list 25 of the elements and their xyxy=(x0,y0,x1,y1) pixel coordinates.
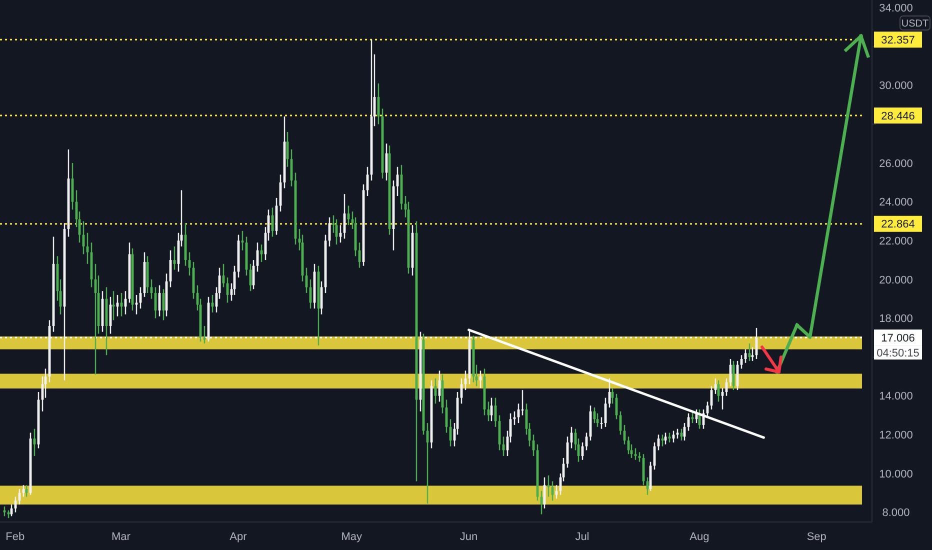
ref-line-label: 17.006 xyxy=(881,332,915,344)
x-tick-label: Jul xyxy=(575,531,590,543)
y-tick-label: 24.000 xyxy=(879,196,913,209)
y-tick-label: 10.000 xyxy=(879,468,913,480)
ref-line-label: 22.864 xyxy=(881,218,915,231)
y-tick-label: 22.000 xyxy=(879,235,913,248)
y-tick-label: 14.000 xyxy=(879,390,913,403)
x-tick-label: Feb xyxy=(6,531,25,543)
y-tick-label: 30.000 xyxy=(879,80,913,92)
ref-line-label: 28.446 xyxy=(881,110,915,122)
y-tick-label: 20.000 xyxy=(879,274,913,286)
x-tick-label: Jun xyxy=(460,531,478,543)
y-tick-label: 26.000 xyxy=(879,158,913,170)
x-tick-label: Sep xyxy=(806,531,826,543)
x-tick-label: Mar xyxy=(112,531,131,543)
x-tick-label: Aug xyxy=(690,531,710,543)
x-tick-label: Apr xyxy=(230,531,248,543)
y-axis-title: USDT xyxy=(901,18,929,30)
text: 04:50:15 xyxy=(876,347,920,360)
x-tick-label: May xyxy=(341,531,362,543)
ref-line-label: 32.357 xyxy=(881,34,915,46)
y-tick-label: 8.000 xyxy=(882,507,910,520)
y-tick-label: 12.000 xyxy=(879,430,913,442)
y-tick-label: 34.000 xyxy=(879,2,913,15)
y-tick-label: 18.000 xyxy=(879,313,913,326)
